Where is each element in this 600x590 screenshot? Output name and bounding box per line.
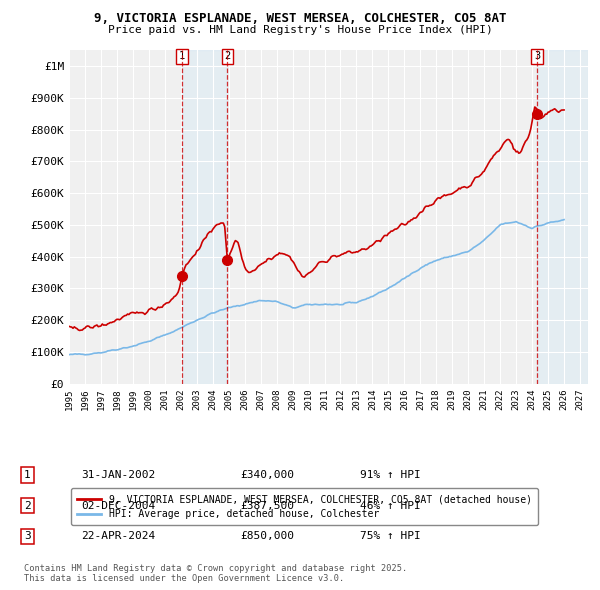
- Text: 91% ↑ HPI: 91% ↑ HPI: [360, 470, 421, 480]
- Text: 22-APR-2024: 22-APR-2024: [81, 532, 155, 541]
- Text: £387,500: £387,500: [240, 501, 294, 510]
- Legend: 9, VICTORIA ESPLANADE, WEST MERSEA, COLCHESTER, CO5 8AT (detached house), HPI: A: 9, VICTORIA ESPLANADE, WEST MERSEA, COLC…: [71, 489, 538, 525]
- Text: 3: 3: [24, 532, 31, 541]
- Text: 31-JAN-2002: 31-JAN-2002: [81, 470, 155, 480]
- Text: £850,000: £850,000: [240, 532, 294, 541]
- Text: 2: 2: [224, 51, 230, 61]
- Bar: [182, 50, 227, 384]
- Text: 46% ↑ HPI: 46% ↑ HPI: [360, 501, 421, 510]
- Text: 75% ↑ HPI: 75% ↑ HPI: [360, 532, 421, 541]
- Text: 2: 2: [24, 501, 31, 510]
- Text: 9, VICTORIA ESPLANADE, WEST MERSEA, COLCHESTER, CO5 8AT: 9, VICTORIA ESPLANADE, WEST MERSEA, COLC…: [94, 12, 506, 25]
- Text: 1: 1: [179, 51, 185, 61]
- Text: 1: 1: [24, 470, 31, 480]
- Text: £340,000: £340,000: [240, 470, 294, 480]
- Text: 3: 3: [534, 51, 540, 61]
- Text: Price paid vs. HM Land Registry's House Price Index (HPI): Price paid vs. HM Land Registry's House …: [107, 25, 493, 35]
- Text: Contains HM Land Registry data © Crown copyright and database right 2025.
This d: Contains HM Land Registry data © Crown c…: [24, 563, 407, 583]
- Text: 02-DEC-2004: 02-DEC-2004: [81, 501, 155, 510]
- Bar: [537, 50, 588, 384]
